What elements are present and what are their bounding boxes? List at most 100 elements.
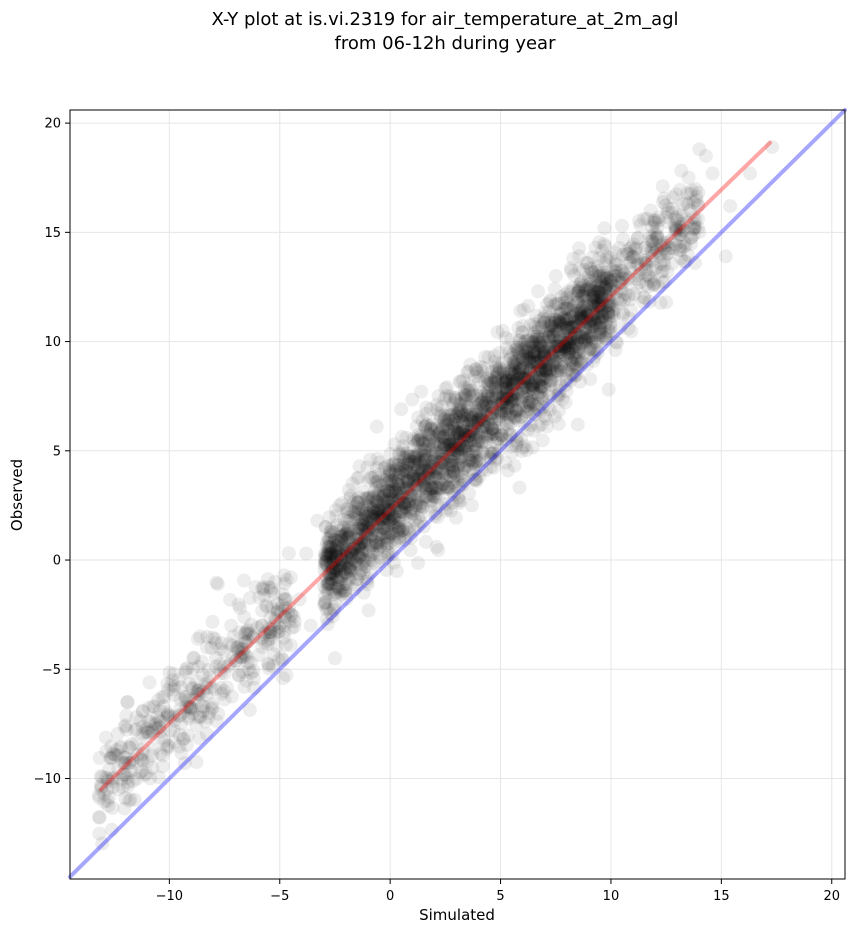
- data-point: [463, 453, 478, 468]
- data-point: [142, 675, 157, 690]
- data-point: [668, 212, 683, 227]
- data-point: [360, 515, 375, 530]
- data-point: [165, 673, 180, 688]
- data-point: [98, 730, 113, 745]
- data-point: [328, 548, 343, 563]
- data-point: [205, 700, 220, 715]
- data-point: [344, 561, 358, 576]
- data-point: [447, 405, 462, 420]
- data-point: [388, 496, 403, 511]
- data-point: [397, 452, 412, 467]
- data-point: [423, 494, 438, 509]
- data-point: [534, 355, 549, 370]
- data-point: [117, 767, 132, 782]
- data-point: [185, 661, 200, 676]
- data-point: [588, 293, 603, 308]
- y-tick-label: 0: [53, 554, 61, 569]
- data-point: [437, 430, 451, 445]
- data-point: [442, 449, 457, 464]
- data-point: [558, 316, 573, 331]
- data-point: [698, 148, 713, 163]
- data-point: [482, 394, 497, 409]
- data-point: [372, 455, 387, 470]
- data-point: [449, 510, 463, 525]
- data-point: [597, 309, 612, 324]
- data-point: [580, 309, 595, 323]
- data-point: [431, 543, 446, 558]
- data-point: [554, 345, 569, 360]
- data-point: [586, 353, 601, 368]
- x-axis-label: Simulated: [419, 906, 495, 924]
- data-point: [363, 515, 377, 530]
- data-point: [389, 519, 404, 534]
- data-point: [608, 263, 623, 278]
- data-point: [340, 547, 355, 562]
- data-point: [564, 341, 579, 356]
- data-point: [511, 320, 526, 335]
- data-point: [480, 431, 495, 445]
- data-point: [99, 744, 114, 759]
- data-point: [351, 531, 366, 546]
- data-point: [451, 490, 466, 505]
- data-point: [446, 413, 461, 428]
- data-point: [661, 202, 676, 217]
- data-point: [457, 460, 472, 475]
- data-point: [342, 571, 357, 586]
- data-point: [379, 530, 394, 545]
- data-point: [690, 198, 705, 213]
- data-point: [527, 344, 542, 359]
- data-point: [173, 701, 188, 716]
- data-point: [351, 500, 366, 515]
- data-point: [522, 362, 537, 377]
- data-point: [340, 570, 355, 585]
- data-point: [324, 521, 339, 536]
- data-point: [538, 362, 553, 377]
- data-point: [498, 330, 513, 345]
- data-point: [591, 278, 606, 293]
- data-point: [548, 344, 563, 359]
- data-point: [411, 428, 426, 442]
- data-point: [585, 264, 600, 279]
- data-point: [591, 284, 606, 299]
- data-point: [380, 483, 395, 498]
- data-point: [541, 341, 556, 356]
- data-point: [416, 499, 431, 514]
- data-point: [221, 658, 236, 673]
- data-point: [423, 482, 438, 497]
- data-point: [189, 755, 204, 770]
- data-point: [326, 535, 340, 550]
- data-point: [617, 293, 632, 308]
- data-point: [688, 181, 703, 196]
- data-point: [431, 490, 446, 505]
- data-point: [554, 333, 568, 347]
- data-point: [442, 437, 457, 452]
- data-point: [244, 665, 259, 680]
- data-point: [376, 491, 391, 506]
- data-point: [255, 581, 270, 596]
- data-point: [541, 329, 556, 344]
- data-point: [530, 389, 545, 404]
- data-point: [455, 473, 470, 488]
- data-point: [176, 732, 191, 747]
- data-point: [621, 321, 636, 336]
- data-point: [319, 548, 334, 563]
- data-point: [334, 543, 349, 558]
- data-point: [447, 413, 462, 428]
- data-point: [553, 378, 568, 393]
- data-point: [336, 546, 350, 561]
- data-point: [476, 393, 491, 407]
- data-point: [593, 327, 608, 342]
- data-point: [412, 471, 426, 486]
- data-point: [494, 406, 509, 421]
- data-point: [597, 282, 612, 297]
- data-point: [487, 355, 502, 369]
- data-point: [345, 504, 360, 519]
- data-point: [532, 313, 547, 328]
- data-point: [348, 499, 363, 514]
- data-point: [416, 455, 431, 470]
- data-point: [570, 417, 585, 432]
- data-point: [531, 334, 546, 349]
- data-point: [660, 205, 675, 220]
- data-point: [502, 345, 516, 360]
- data-point: [577, 310, 592, 324]
